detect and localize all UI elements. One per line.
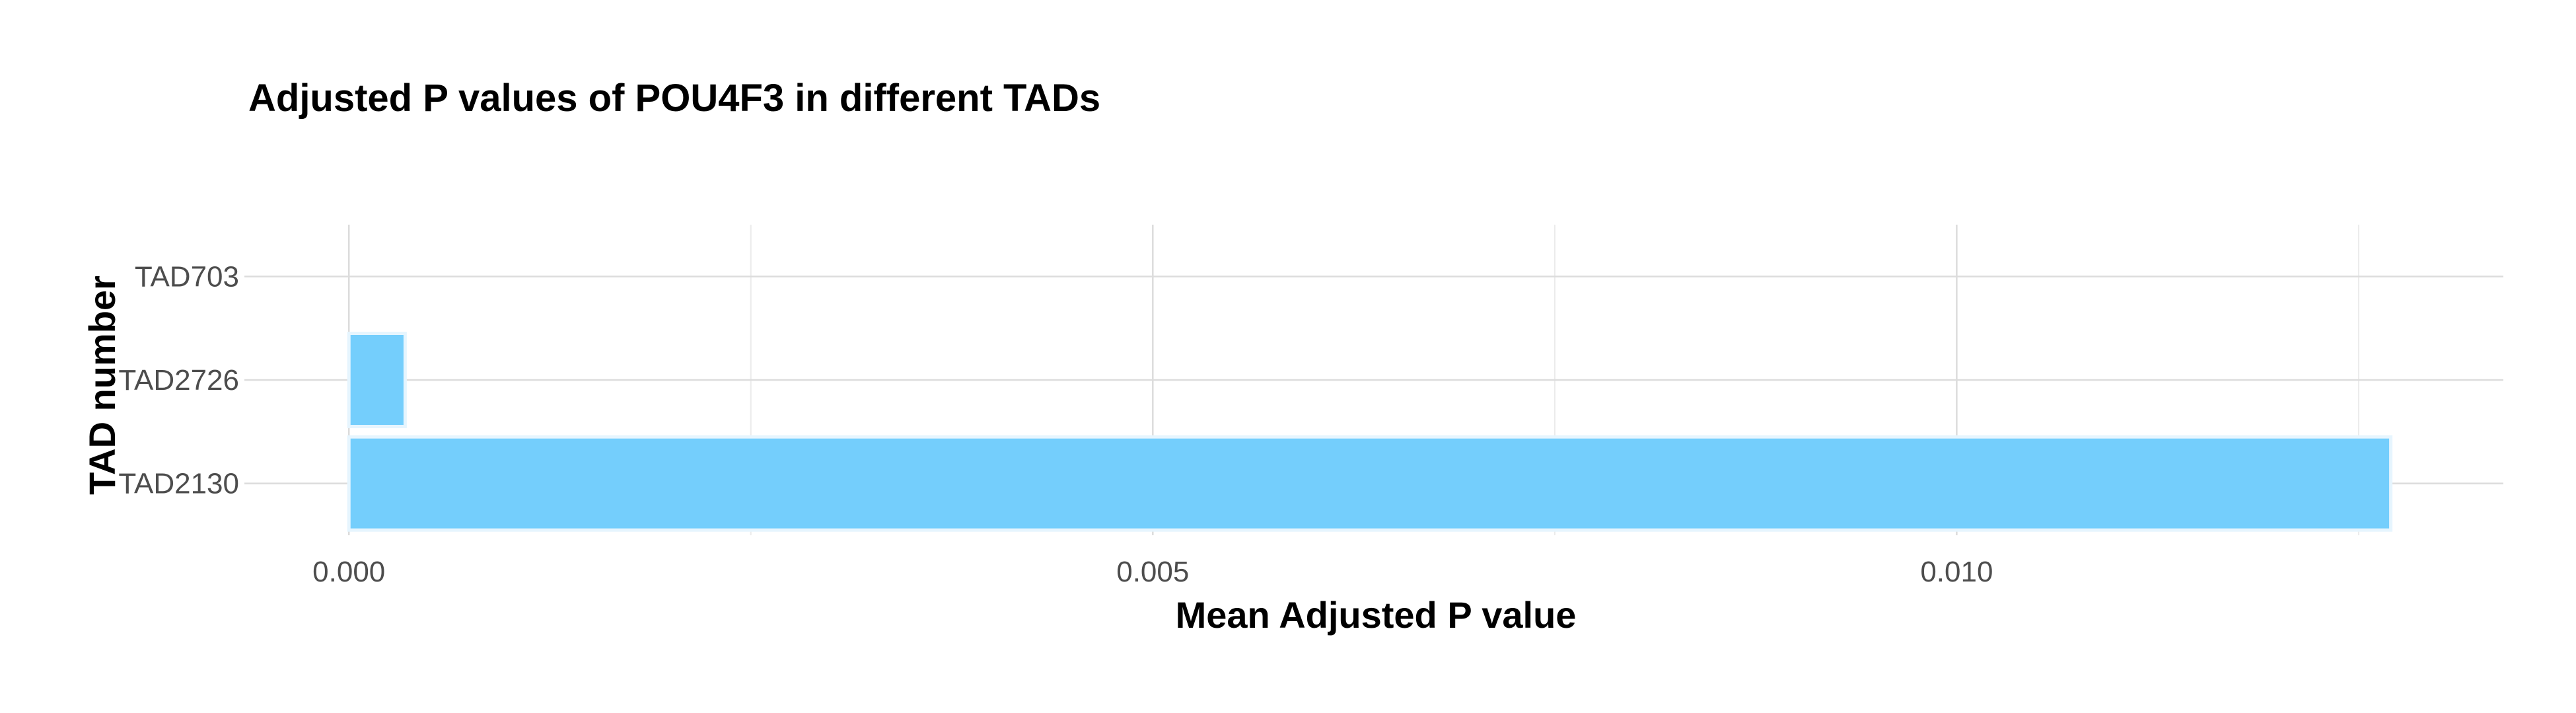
x-tick-label: 0.000 (312, 556, 385, 588)
bar (347, 435, 2393, 532)
x-axis-title: Mean Adjusted P value (1176, 594, 1577, 636)
y-tick-label: TAD703 (135, 260, 239, 293)
y-tick-label: TAD2726 (118, 364, 239, 396)
chart-title: Adjusted P values of POU4F3 in different… (248, 77, 1100, 120)
bar (347, 332, 407, 428)
y-tick-label: TAD2130 (118, 468, 239, 500)
bar-layer (347, 332, 2393, 532)
y-axis-title: TAD number (81, 276, 123, 495)
label-layer: 0.000 0.005 0.010 TAD703 TAD2726 TAD2130 (118, 260, 1993, 588)
x-tick-label: 0.005 (1116, 556, 1189, 588)
x-tick-label: 0.010 (1920, 556, 1993, 588)
